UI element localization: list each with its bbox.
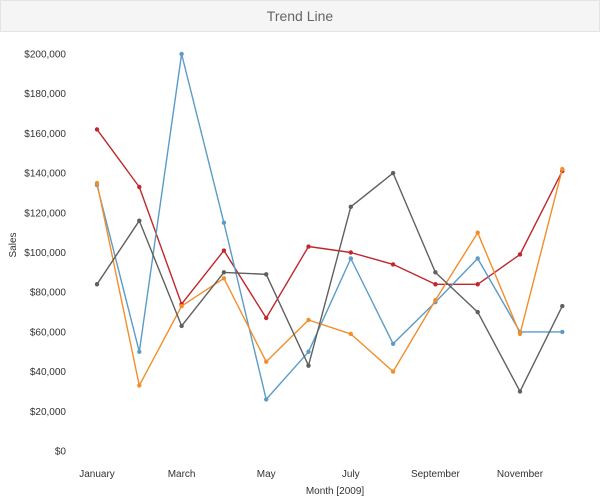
- data-point[interactable]: [264, 272, 269, 277]
- data-point[interactable]: [475, 256, 480, 261]
- x-tick-label: July: [342, 469, 360, 480]
- y-tick-label: $60,000: [30, 327, 67, 338]
- data-point[interactable]: [137, 184, 142, 190]
- data-point[interactable]: [560, 303, 565, 309]
- data-point[interactable]: [306, 244, 311, 249]
- x-axis-title: Month [2009]: [306, 486, 365, 497]
- data-point[interactable]: [433, 282, 438, 287]
- data-point[interactable]: [221, 270, 227, 275]
- x-tick-label: September: [411, 469, 461, 480]
- y-tick-label: $180,000: [24, 89, 66, 100]
- series-line: [96, 128, 563, 319]
- series-1: [94, 127, 565, 321]
- data-point[interactable]: [137, 383, 142, 388]
- y-tick-label: $100,000: [24, 248, 66, 259]
- series-line: [96, 53, 563, 401]
- x-axis: January March May July September November: [79, 469, 544, 480]
- data-point[interactable]: [264, 397, 269, 402]
- data-point[interactable]: [348, 204, 353, 210]
- x-tick-label: November: [497, 469, 544, 480]
- data-point[interactable]: [306, 349, 311, 354]
- data-point[interactable]: [137, 349, 142, 354]
- data-point[interactable]: [264, 359, 269, 364]
- data-point[interactable]: [517, 252, 523, 257]
- data-point[interactable]: [137, 218, 142, 223]
- data-point[interactable]: [179, 303, 184, 309]
- data-point[interactable]: [433, 270, 438, 275]
- data-point[interactable]: [475, 309, 480, 315]
- series-layer: [94, 51, 565, 402]
- data-point[interactable]: [348, 256, 353, 261]
- data-point[interactable]: [306, 317, 311, 323]
- data-point[interactable]: [221, 248, 227, 253]
- series-3: [94, 166, 565, 388]
- data-point[interactable]: [94, 127, 100, 132]
- y-tick-label: $0: [55, 447, 67, 458]
- data-point[interactable]: [517, 389, 523, 394]
- y-tick-label: $160,000: [24, 129, 66, 140]
- series-line: [96, 168, 563, 387]
- data-point[interactable]: [179, 51, 184, 57]
- data-point[interactable]: [390, 341, 396, 347]
- data-point[interactable]: [348, 331, 353, 337]
- y-tick-label: $200,000: [24, 50, 66, 61]
- data-point[interactable]: [94, 282, 100, 287]
- data-point[interactable]: [264, 315, 269, 321]
- data-point[interactable]: [433, 297, 438, 303]
- series-4: [94, 170, 565, 394]
- y-tick-label: $80,000: [30, 288, 67, 299]
- data-point[interactable]: [179, 323, 184, 329]
- data-point[interactable]: [221, 276, 227, 281]
- data-point[interactable]: [475, 230, 480, 235]
- data-point[interactable]: [390, 369, 396, 374]
- data-point[interactable]: [94, 180, 100, 186]
- y-tick-label: $40,000: [30, 367, 67, 378]
- data-point[interactable]: [560, 329, 565, 335]
- data-point[interactable]: [306, 363, 311, 368]
- data-point[interactable]: [475, 282, 480, 287]
- data-point[interactable]: [221, 220, 227, 225]
- data-point[interactable]: [390, 262, 396, 267]
- chart-title-bar: Trend Line: [0, 0, 600, 32]
- y-tick-label: $140,000: [24, 169, 66, 180]
- series-2: [94, 51, 565, 402]
- data-point[interactable]: [560, 166, 565, 172]
- data-point[interactable]: [390, 170, 396, 176]
- series-line: [96, 172, 563, 393]
- x-tick-label: January: [79, 469, 115, 480]
- data-point[interactable]: [517, 331, 523, 337]
- chart-title: Trend Line: [266, 8, 334, 24]
- y-axis-title: Sales: [8, 232, 19, 257]
- data-point[interactable]: [348, 250, 353, 255]
- x-tick-label: March: [168, 469, 196, 480]
- x-tick-label: May: [257, 469, 276, 480]
- y-tick-label: $120,000: [24, 208, 66, 219]
- y-axis: $0 $20,000 $40,000 $60,000 $80,000 $100,000 $1…: [24, 50, 66, 458]
- y-tick-label: $20,000: [30, 407, 67, 418]
